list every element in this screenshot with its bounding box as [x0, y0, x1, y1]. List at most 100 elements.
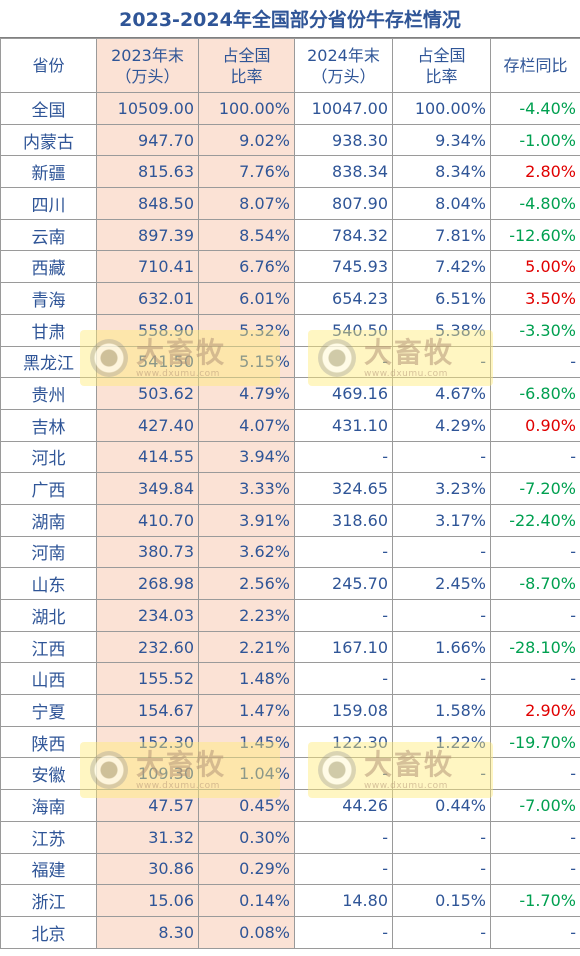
share-2023-cell: 1.04% — [198, 757, 295, 791]
province-cell: 新疆 — [0, 155, 97, 189]
stock-2024-cell: 807.90 — [294, 187, 393, 220]
province-cell: 河南 — [0, 535, 97, 569]
yoy-change-cell: -1.00% — [490, 123, 580, 157]
stock-2023-cell: 232.60 — [96, 630, 199, 664]
stock-2023-cell: 815.63 — [96, 155, 199, 189]
stock-2024-cell: 10047.00 — [294, 92, 393, 125]
yoy-change-cell: - — [490, 820, 580, 854]
stock-2024-cell: 469.16 — [294, 377, 393, 410]
stock-2024-cell: 324.65 — [294, 472, 393, 505]
stock-2024-cell: - — [294, 440, 393, 474]
province-cell: 贵州 — [0, 377, 97, 410]
province-cell: 吉林 — [0, 408, 97, 442]
stock-2024-cell: 838.34 — [294, 155, 393, 189]
share-2023-cell: 1.48% — [198, 662, 295, 696]
stock-2023-cell: 410.70 — [96, 503, 199, 537]
yoy-change-cell: -6.80% — [490, 377, 580, 410]
cattle-stock-table: 省份 2023年末 （万头） 占全国 比率 2024年末 （万头） 占全国 比率 存栏同… — [0, 38, 580, 949]
stock-2023-cell: 30.86 — [96, 852, 199, 886]
stock-2023-cell: 897.39 — [96, 218, 199, 252]
stock-2024-cell: 431.10 — [294, 408, 393, 442]
stock-2023-cell: 947.70 — [96, 123, 199, 157]
share-2023-cell: 8.54% — [198, 218, 295, 252]
yoy-change-cell: - — [490, 345, 580, 379]
stock-2023-cell: 632.01 — [96, 282, 199, 315]
share-2023-cell: 6.01% — [198, 282, 295, 315]
share-2024-cell: - — [392, 820, 491, 854]
province-cell: 安徽 — [0, 757, 97, 791]
province-cell: 西藏 — [0, 250, 97, 284]
stock-2023-cell: 268.98 — [96, 567, 199, 600]
share-2023-cell: 5.15% — [198, 345, 295, 379]
yoy-change-cell: 3.50% — [490, 282, 580, 315]
share-2024-cell: - — [392, 915, 491, 949]
yoy-change-cell: - — [490, 535, 580, 569]
table-row: 山东 268.98 2.56% 245.70 2.45% -8.70% — [0, 567, 580, 600]
share-2024-cell: 0.44% — [392, 789, 491, 822]
stock-2024-cell: 540.50 — [294, 313, 393, 347]
share-2023-cell: 4.07% — [198, 408, 295, 442]
share-2023-cell: 0.14% — [198, 884, 295, 917]
table-row: 陕西 152.30 1.45% 122.30 1.22% -19.70% — [0, 725, 580, 759]
share-2024-cell: 8.04% — [392, 187, 491, 220]
share-2023-cell: 4.79% — [198, 377, 295, 410]
share-2024-cell: 100.00% — [392, 92, 491, 125]
stock-2023-cell: 848.50 — [96, 187, 199, 220]
table-row: 湖北 234.03 2.23% - - - — [0, 599, 580, 632]
stock-2024-cell: 159.08 — [294, 694, 393, 727]
table-row: 青海 632.01 6.01% 654.23 6.51% 3.50% — [0, 282, 580, 315]
table-row: 广西 349.84 3.33% 324.65 3.23% -7.20% — [0, 472, 580, 505]
table-row: 四川 848.50 8.07% 807.90 8.04% -4.80% — [0, 187, 580, 220]
table-row: 浙江 15.06 0.14% 14.80 0.15% -1.70% — [0, 884, 580, 917]
share-2024-cell: - — [392, 345, 491, 379]
province-cell: 四川 — [0, 187, 97, 220]
province-cell: 江西 — [0, 630, 97, 664]
stock-2023-cell: 15.06 — [96, 884, 199, 917]
header-2024-share: 占全国 比率 — [392, 38, 491, 93]
yoy-change-cell: -4.40% — [490, 92, 580, 125]
share-2023-cell: 3.33% — [198, 472, 295, 505]
share-2023-cell: 100.00% — [198, 92, 295, 125]
table-row: 江西 232.60 2.21% 167.10 1.66% -28.10% — [0, 630, 580, 664]
province-cell: 内蒙古 — [0, 123, 97, 157]
share-2024-cell: 7.81% — [392, 218, 491, 252]
stock-2023-cell: 710.41 — [96, 250, 199, 284]
share-2024-cell: 4.29% — [392, 408, 491, 442]
stock-2023-cell: 10509.00 — [96, 92, 199, 125]
share-2024-cell: 5.38% — [392, 313, 491, 347]
share-2024-cell: - — [392, 535, 491, 569]
yoy-change-cell: - — [490, 852, 580, 886]
stock-2023-cell: 154.67 — [96, 694, 199, 727]
share-2024-cell: - — [392, 757, 491, 791]
table-row: 江苏 31.32 0.30% - - - — [0, 820, 580, 854]
table-row: 河北 414.55 3.94% - - - — [0, 440, 580, 474]
share-2023-cell: 3.62% — [198, 535, 295, 569]
yoy-change-cell: -22.40% — [490, 503, 580, 537]
table-row: 新疆 815.63 7.76% 838.34 8.34% 2.80% — [0, 155, 580, 189]
stock-2024-cell: - — [294, 915, 393, 949]
province-cell: 山西 — [0, 662, 97, 696]
province-cell: 黑龙江 — [0, 345, 97, 379]
share-2023-cell: 0.30% — [198, 820, 295, 854]
share-2024-cell: 1.58% — [392, 694, 491, 727]
share-2023-cell: 1.45% — [198, 725, 295, 759]
share-2024-cell: - — [392, 599, 491, 632]
share-2023-cell: 2.21% — [198, 630, 295, 664]
share-2024-cell: 7.42% — [392, 250, 491, 284]
share-2024-cell: 1.66% — [392, 630, 491, 664]
yoy-change-cell: - — [490, 599, 580, 632]
stock-2023-cell: 503.62 — [96, 377, 199, 410]
yoy-change-cell: -7.20% — [490, 472, 580, 505]
stock-2023-cell: 47.57 — [96, 789, 199, 822]
province-cell: 河北 — [0, 440, 97, 474]
table-row: 黑龙江 541.50 5.15% - - - — [0, 345, 580, 379]
province-cell: 甘肃 — [0, 313, 97, 347]
stock-2023-cell: 155.52 — [96, 662, 199, 696]
share-2024-cell: - — [392, 852, 491, 886]
table-row: 福建 30.86 0.29% - - - — [0, 852, 580, 886]
share-2024-cell: 3.17% — [392, 503, 491, 537]
table-row: 甘肃 558.90 5.32% 540.50 5.38% -3.30% — [0, 313, 580, 347]
stock-2024-cell: - — [294, 852, 393, 886]
province-cell: 海南 — [0, 789, 97, 822]
